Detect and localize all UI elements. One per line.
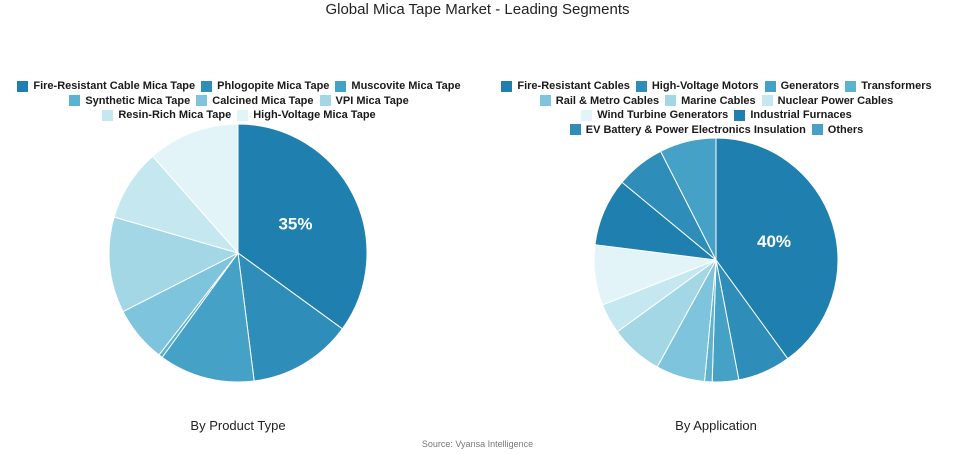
legend-label: Wind Turbine Generators: [597, 109, 729, 122]
legend-row: Resin-Rich Mica Tape High-Voltage Mica Ta…: [0, 108, 478, 123]
legend-label: Calcined Mica Tape: [212, 94, 314, 107]
legend-label: Rail & Metro Cables: [555, 94, 660, 107]
legend-swatch: [734, 109, 746, 121]
source-note: Source: Vyansa Intelligence: [421, 439, 534, 449]
legend-item: Transformers: [845, 80, 932, 93]
legend-row: EV Battery & Power Electronics Insulatio…: [478, 123, 955, 138]
legend-product-type: Fire-Resistant Cable Mica Tape Phlogopite…: [0, 79, 478, 123]
legend-item: Fire-Resistant Cable Mica Tape: [17, 80, 195, 92]
legend-item: Calcined Mica Tape: [196, 94, 314, 107]
legend-item: Rail & Metro Cables: [539, 94, 660, 107]
subtitle-application: By Application: [675, 418, 757, 433]
legend-item: EV Battery & Power Electronics Insulatio…: [569, 123, 806, 136]
legend-swatch: [665, 95, 677, 107]
legend-label: Phlogopite Mica Tape: [217, 80, 330, 93]
legend-swatch: [69, 95, 81, 107]
legend-swatch: [196, 95, 208, 107]
legend-label: Transformers: [861, 80, 932, 93]
pie-slice: [151, 123, 239, 255]
legend-swatch: [237, 109, 249, 121]
pie-slice: [659, 137, 717, 261]
chart-title: Global Mica Tape Market - Leading Segmen…: [325, 1, 630, 18]
legend-item: Synthetic Mica Tape: [69, 95, 190, 107]
legend-label: Nuclear Power Cables: [777, 94, 894, 107]
legend-swatch: [811, 124, 823, 136]
legend-swatch: [635, 80, 647, 92]
legend-row: Synthetic Mica Tape Calcined Mica Tape VPI…: [0, 94, 478, 109]
legend-swatch: [17, 80, 29, 92]
legend-swatch: [845, 80, 857, 92]
pie-slice: [715, 137, 839, 360]
legend-label: High-Voltage Motors: [651, 80, 759, 93]
legend-label: Fire-Resistant Cables: [517, 80, 630, 93]
subtitle-product-type: By Product Type: [190, 418, 286, 433]
legend-label: High-Voltage Mica Tape: [253, 109, 376, 122]
legend-swatch: [501, 80, 513, 92]
pie-slice: [108, 216, 240, 313]
legend-label: Fire-Resistant Cable Mica Tape: [33, 80, 196, 93]
legend-row: Rail & Metro Cables Marine Cables Nuclear …: [478, 94, 955, 109]
pie-slice: [237, 123, 368, 330]
legend-item: Others: [811, 123, 864, 136]
pie-slice: [161, 251, 255, 383]
legend-label: VPI Mica Tape: [335, 94, 409, 107]
legend-item: Fire-Resistant Cables: [501, 80, 630, 93]
legend-label: Industrial Furnaces: [750, 109, 852, 122]
legend-swatch: [335, 80, 347, 92]
legend-application: Fire-Resistant Cables High-Voltage Motors…: [478, 79, 955, 137]
legend-swatch: [569, 124, 581, 136]
legend-row: Wind Turbine Generators Industrial Furnac…: [478, 108, 955, 123]
legend-swatch: [764, 80, 776, 92]
legend-label: Generators: [780, 80, 840, 93]
legend-row: Fire-Resistant Cable Mica Tape Phlogopite…: [0, 79, 478, 94]
legend-item: High-Voltage Motors: [635, 80, 759, 93]
legend-swatch: [102, 109, 114, 121]
legend-item: Marine Cables: [665, 95, 756, 107]
legend-item: Generators: [764, 80, 840, 93]
slice-data-label: 40%: [757, 232, 791, 251]
legend-item: Nuclear Power Cables: [761, 94, 894, 107]
legend-item: VPI Mica Tape: [319, 94, 409, 107]
legend-swatch: [319, 95, 331, 107]
legend-label: Muscovite Mica Tape: [351, 80, 461, 93]
legend-swatch: [539, 95, 551, 107]
pie-slice: [237, 251, 344, 382]
legend-swatch: [201, 80, 213, 92]
legend-item: High-Voltage Mica Tape: [237, 109, 376, 122]
legend-swatch: [761, 95, 773, 107]
slice-data-label: 35%: [278, 215, 312, 234]
legend-label: Marine Cables: [681, 94, 756, 107]
legend-item: Industrial Furnaces: [734, 109, 852, 122]
legend-swatch: [581, 109, 593, 121]
legend-item: Wind Turbine Generators: [581, 109, 728, 121]
legend-row: Fire-Resistant Cables High-Voltage Motors…: [478, 79, 955, 94]
legend-item: Phlogopite Mica Tape: [201, 80, 329, 92]
legend-item: Muscovite Mica Tape: [335, 80, 461, 93]
legend-label: Others: [827, 123, 864, 136]
legend-item: Resin-Rich Mica Tape: [102, 109, 231, 121]
legend-label: Synthetic Mica Tape: [85, 94, 191, 107]
legend-label: EV Battery & Power Electronics Insulatio…: [585, 123, 806, 136]
legend-label: Resin-Rich Mica Tape: [118, 109, 232, 122]
